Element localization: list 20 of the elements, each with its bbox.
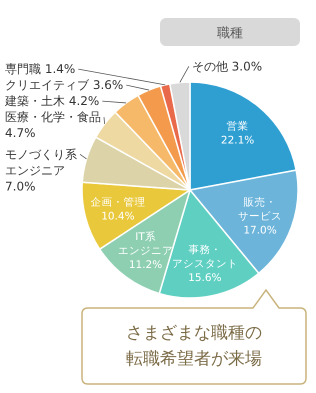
data-label: 10.4% [101, 210, 135, 223]
slice-label: モノづくり系エンジニア [5, 147, 77, 178]
chart-title: 職種 [217, 26, 243, 41]
data-label: 7.0% [5, 179, 36, 194]
text: さまざまな職種の転職希望者が来場 [126, 323, 262, 369]
slice-label: 事務・アシスタント [172, 243, 238, 270]
slice-label: 営業 [226, 120, 249, 133]
slice-label: 販売・サービス [238, 195, 282, 222]
slice-label: 医療・化学・食品 [5, 110, 101, 124]
slice-label: その他 3.0% [192, 59, 262, 74]
data-label: 22.1% [220, 134, 254, 147]
title-box: 職種 [160, 18, 300, 46]
data-label: 15.6% [188, 272, 222, 284]
data-label: 4.7% [5, 126, 36, 140]
data-label: 17.0% [243, 224, 277, 236]
slice-label: 専門職 1.4% [5, 62, 76, 76]
slice-label: クリエイティブ 3.6% [5, 78, 124, 92]
slice-label: 企画・管理 [90, 196, 146, 209]
data-label: 11.2% [128, 258, 162, 271]
slice-label: 建築・土木 4.2% [4, 94, 100, 108]
